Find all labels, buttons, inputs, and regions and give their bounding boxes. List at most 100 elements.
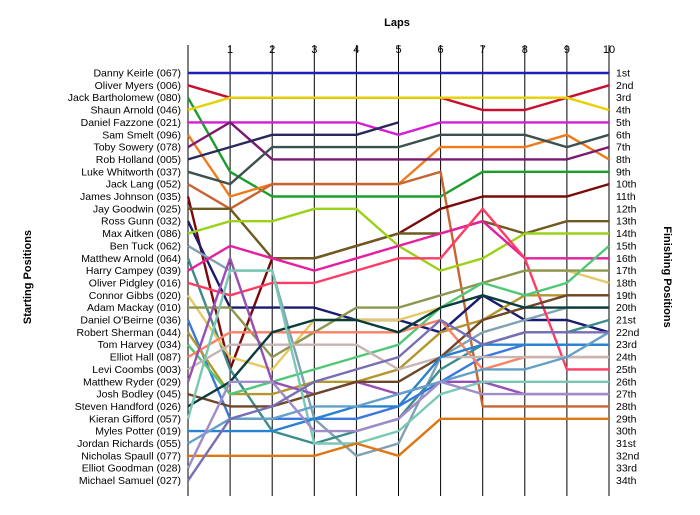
starting-driver-label: Oliver Pidgley (016) (89, 277, 181, 289)
x-axis-title: Laps (384, 17, 410, 29)
finishing-position-label: 33rd (616, 463, 637, 475)
finishing-position-label: 30th (616, 426, 637, 438)
starting-driver-label: Matthew Arnold (064) (81, 253, 181, 265)
starting-driver-label: Harry Campey (039) (86, 265, 181, 277)
finishing-position-label: 18th (616, 277, 637, 289)
starting-driver-label: Jack Bartholomew (080) (68, 92, 181, 104)
left-axis-title: Starting Positions (22, 230, 34, 324)
finishing-position-label: 25th (616, 364, 637, 376)
finishing-position-label: 16th (616, 253, 637, 265)
finishing-position-label: 6th (616, 129, 631, 141)
finishing-position-labels: 1st2nd3rd4th5th6th7th8th9th10th11th12th1… (616, 68, 640, 488)
lap-tick-label: 9 (564, 44, 570, 56)
finishing-position-label: 21st (616, 315, 636, 327)
starting-driver-label: Jay Goodwin (025) (93, 203, 181, 215)
lap-labels: 1 2 3 4 5 6 7 8 9 10 (227, 44, 615, 56)
finishing-position-label: 32nd (616, 450, 640, 462)
finishing-position-label: 34th (616, 475, 637, 487)
starting-driver-label: Tom Harvey (034) (98, 339, 181, 351)
finishing-position-label: 13th (616, 216, 637, 228)
starting-driver-label: Nicholas Spaull (077) (81, 450, 181, 462)
finishing-position-label: 22nd (616, 327, 640, 339)
lap-tick-label: 4 (353, 44, 359, 56)
starting-driver-label: Jack Lang (052) (106, 179, 181, 191)
starting-driver-label: Matthew Ryder (029) (83, 376, 181, 388)
starting-driver-label: Kieran Gifford (057) (89, 413, 181, 425)
series-line (188, 343, 609, 433)
finishing-position-label: 17th (616, 265, 637, 277)
starting-driver-label: Steven Handford (026) (75, 401, 181, 413)
right-axis-title: Finishing Positions (661, 226, 673, 327)
series-line (186, 380, 609, 469)
starting-driver-label: Michael Samuel (027) (79, 475, 181, 487)
finishing-position-label: 8th (616, 154, 631, 166)
starting-driver-label: Elliot Goodman (028) (82, 463, 181, 475)
series-line (188, 121, 609, 136)
finishing-position-label: 29th (616, 413, 637, 425)
lap-tick-label: 7 (480, 44, 486, 56)
finishing-position-label: 15th (616, 240, 637, 252)
finishing-position-label: 20th (616, 302, 637, 314)
starting-driver-label: Robert Sherman (044) (77, 327, 181, 339)
lap-tick-label: 5 (395, 44, 401, 56)
starting-driver-label: Shaun Arnold (046) (91, 105, 181, 117)
series-line (188, 417, 609, 457)
series-line (187, 170, 609, 408)
starting-driver-label: Levi Coombs (003) (92, 364, 181, 376)
finishing-position-label: 24th (616, 352, 637, 364)
starting-driver-label: Toby Sowery (078) (93, 142, 181, 154)
series-line (187, 220, 609, 272)
series-line (187, 294, 609, 408)
starting-driver-label: Josh Bodley (045) (96, 389, 181, 401)
starting-driver-label: Myles Potter (019) (95, 426, 181, 438)
finishing-position-label: 4th (616, 105, 631, 117)
finishing-position-label: 19th (616, 290, 637, 302)
starting-position-labels: Danny Keirle (067)Oliver Myers (006)Jack… (68, 68, 181, 488)
starting-driver-label: Elliot Hall (087) (110, 352, 181, 364)
finishing-position-label: 1st (616, 68, 630, 80)
series-layer (186, 71, 610, 482)
lap-tick-label: 10 (603, 44, 615, 56)
series-line (186, 269, 609, 445)
starting-driver-label: James Johnson (035) (80, 191, 181, 203)
finishing-position-label: 11th (616, 191, 636, 203)
finishing-position-label: 14th (616, 228, 637, 240)
finishing-position-label: 7th (616, 142, 631, 154)
series-line (187, 244, 610, 396)
starting-driver-label: Max Aitken (086) (102, 228, 181, 240)
finishing-position-label: 26th (616, 376, 637, 388)
finishing-position-label: 2nd (616, 80, 634, 92)
series-line (187, 343, 609, 371)
lap-tick-label: 1 (227, 44, 233, 56)
finishing-position-label: 31st (616, 438, 636, 450)
starting-driver-label: Luke Whitworth (037) (81, 166, 181, 178)
starting-driver-label: Ben Tuck (062) (110, 240, 181, 252)
series-line (187, 318, 609, 482)
series-line (187, 121, 610, 161)
series-line (187, 331, 610, 445)
starting-driver-label: Oliver Myers (006) (95, 80, 181, 92)
series-line (187, 133, 610, 186)
starting-driver-label: Rob Holland (005) (96, 154, 181, 166)
series-line (188, 207, 609, 260)
finishing-position-label: 3rd (616, 92, 631, 104)
starting-driver-label: Connor Gibbs (020) (89, 290, 181, 302)
starting-driver-label: Daniel O'Beirne (036) (80, 315, 181, 327)
starting-driver-label: Daniel Fazzone (021) (81, 117, 181, 129)
series-line (187, 294, 609, 408)
lap-tick-label: 6 (438, 44, 444, 56)
finishing-position-label: 23rd (616, 339, 637, 351)
finishing-position-label: 12th (616, 203, 637, 215)
starting-driver-label: Ross Gunn (032) (101, 216, 181, 228)
finishing-position-label: 5th (616, 117, 631, 129)
finishing-position-label: 27th (616, 389, 637, 401)
lap-tick-label: 2 (269, 44, 275, 56)
series-line (187, 96, 610, 112)
lap-tick-label: 8 (522, 44, 528, 56)
series-line (187, 121, 399, 161)
lap-tick-label: 3 (311, 44, 317, 56)
starting-driver-label: Sam Smelt (096) (102, 129, 181, 141)
starting-driver-label: Adam Mackay (010) (87, 302, 181, 314)
